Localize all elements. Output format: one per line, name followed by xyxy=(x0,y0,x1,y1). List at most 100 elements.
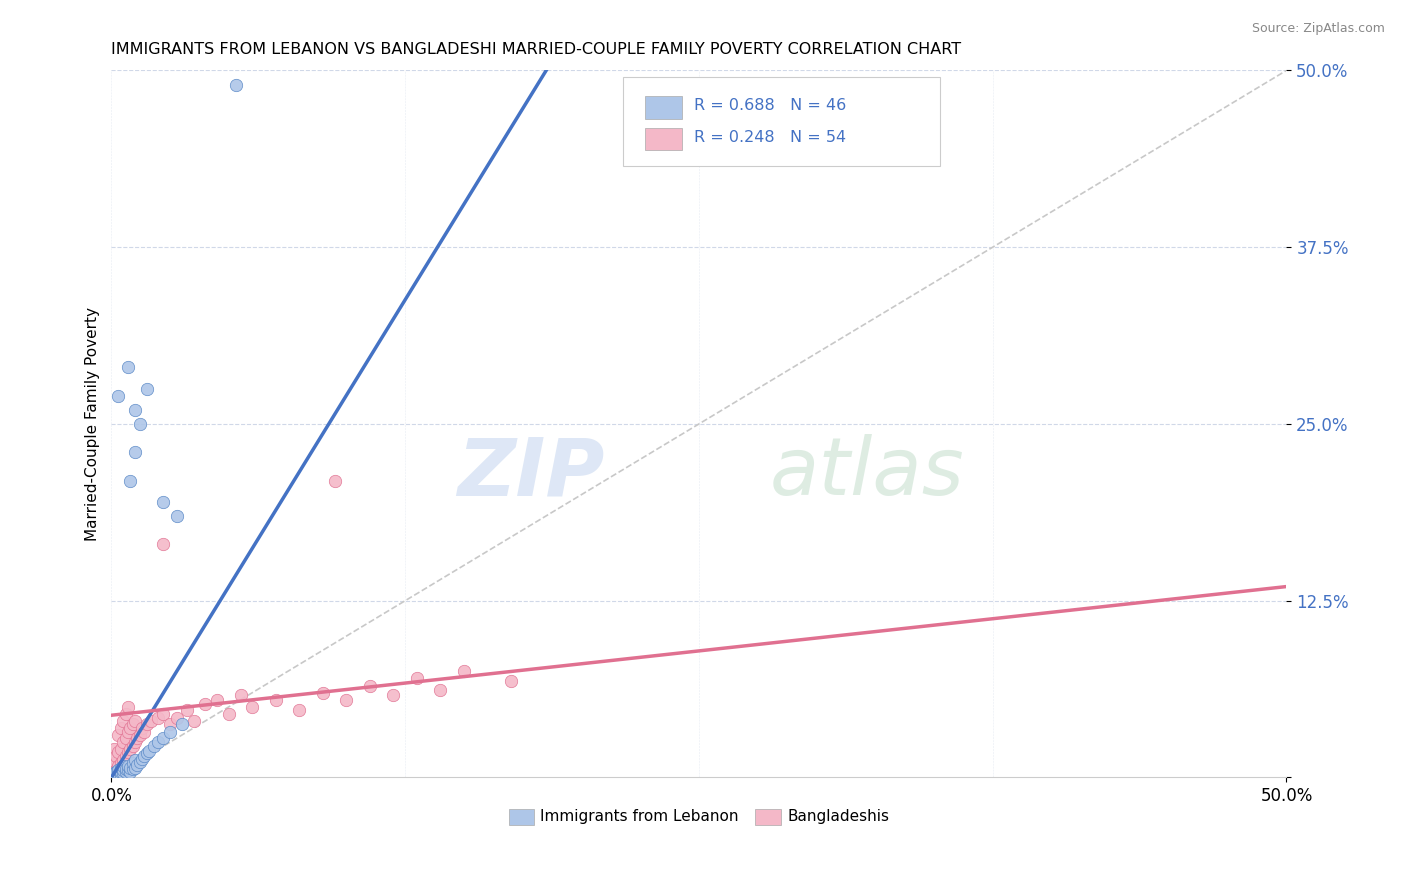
Point xyxy=(117,699,139,714)
Point xyxy=(382,689,405,703)
Point xyxy=(112,759,135,773)
Point xyxy=(124,445,146,459)
Point xyxy=(152,494,174,508)
Point xyxy=(135,747,157,761)
Bar xyxy=(645,128,682,151)
Text: IMMIGRANTS FROM LEBANON VS BANGLADESHI MARRIED-COUPLE FAMILY POVERTY CORRELATION: IMMIGRANTS FROM LEBANON VS BANGLADESHI M… xyxy=(111,42,962,57)
Point xyxy=(107,745,129,759)
Text: R = 0.688   N = 46: R = 0.688 N = 46 xyxy=(695,98,846,113)
Point xyxy=(194,697,217,711)
Point xyxy=(117,764,139,778)
Point xyxy=(110,764,132,779)
Point xyxy=(120,742,142,756)
Point xyxy=(117,725,139,739)
Point xyxy=(105,769,128,783)
Point xyxy=(134,725,156,739)
Text: Bangladeshis: Bangladeshis xyxy=(787,809,889,824)
Point xyxy=(131,752,153,766)
Point xyxy=(103,756,125,771)
Point xyxy=(105,764,128,778)
Text: ZIP: ZIP xyxy=(457,434,605,512)
Point xyxy=(453,665,475,679)
Point xyxy=(105,767,128,781)
Point xyxy=(105,764,128,779)
Point xyxy=(218,706,240,721)
Y-axis label: Married-Couple Family Poverty: Married-Couple Family Poverty xyxy=(86,307,100,541)
Point xyxy=(124,754,146,768)
Point xyxy=(112,754,135,768)
Point xyxy=(128,728,150,742)
Point xyxy=(205,692,228,706)
Point xyxy=(406,672,429,686)
Point xyxy=(120,764,142,779)
Point xyxy=(103,769,125,783)
Point xyxy=(114,731,136,745)
Point xyxy=(112,766,135,780)
Point xyxy=(103,767,125,781)
Point xyxy=(159,716,181,731)
Point xyxy=(128,755,150,769)
Point xyxy=(112,735,135,749)
Point xyxy=(105,749,128,764)
Point xyxy=(499,674,522,689)
Point xyxy=(110,721,132,735)
Point xyxy=(107,767,129,781)
Point xyxy=(114,749,136,764)
FancyBboxPatch shape xyxy=(623,78,939,166)
Point xyxy=(120,760,142,774)
Point xyxy=(135,716,157,731)
Point xyxy=(335,692,357,706)
Point xyxy=(107,759,129,773)
Point xyxy=(120,721,142,735)
Point xyxy=(124,714,146,728)
Point xyxy=(152,731,174,745)
Point xyxy=(138,743,160,757)
Point xyxy=(135,382,157,396)
Point xyxy=(107,764,129,778)
Point xyxy=(170,716,193,731)
Point xyxy=(110,760,132,774)
Point xyxy=(120,474,142,488)
Point xyxy=(359,679,381,693)
Point xyxy=(148,711,170,725)
Point xyxy=(121,716,143,731)
Point xyxy=(429,682,451,697)
Point xyxy=(112,764,135,778)
Point xyxy=(141,714,163,728)
Point xyxy=(121,739,143,754)
Point xyxy=(114,762,136,776)
Point xyxy=(264,692,287,706)
Point xyxy=(242,699,264,714)
Point xyxy=(166,508,188,523)
Point xyxy=(152,537,174,551)
Point xyxy=(124,735,146,749)
Point xyxy=(107,728,129,742)
Point xyxy=(114,706,136,721)
Point xyxy=(103,766,125,780)
Point xyxy=(148,735,170,749)
Point xyxy=(127,731,149,745)
Point xyxy=(107,766,129,780)
Point xyxy=(124,402,146,417)
Point xyxy=(110,767,132,781)
Point xyxy=(107,389,129,403)
Text: Immigrants from Lebanon: Immigrants from Lebanon xyxy=(540,809,738,824)
Point xyxy=(134,749,156,764)
Point xyxy=(114,764,136,779)
Point xyxy=(288,703,311,717)
Point xyxy=(166,711,188,725)
Point xyxy=(159,725,181,739)
Text: atlas: atlas xyxy=(769,434,965,512)
Point xyxy=(117,759,139,773)
Point xyxy=(112,714,135,728)
Point xyxy=(110,742,132,756)
Point xyxy=(103,742,125,756)
Point xyxy=(225,78,247,92)
Point xyxy=(323,474,346,488)
Bar xyxy=(755,809,782,825)
Point xyxy=(117,360,139,375)
Point xyxy=(229,689,252,703)
Bar xyxy=(645,95,682,119)
Text: Source: ZipAtlas.com: Source: ZipAtlas.com xyxy=(1251,22,1385,36)
Point xyxy=(121,756,143,771)
